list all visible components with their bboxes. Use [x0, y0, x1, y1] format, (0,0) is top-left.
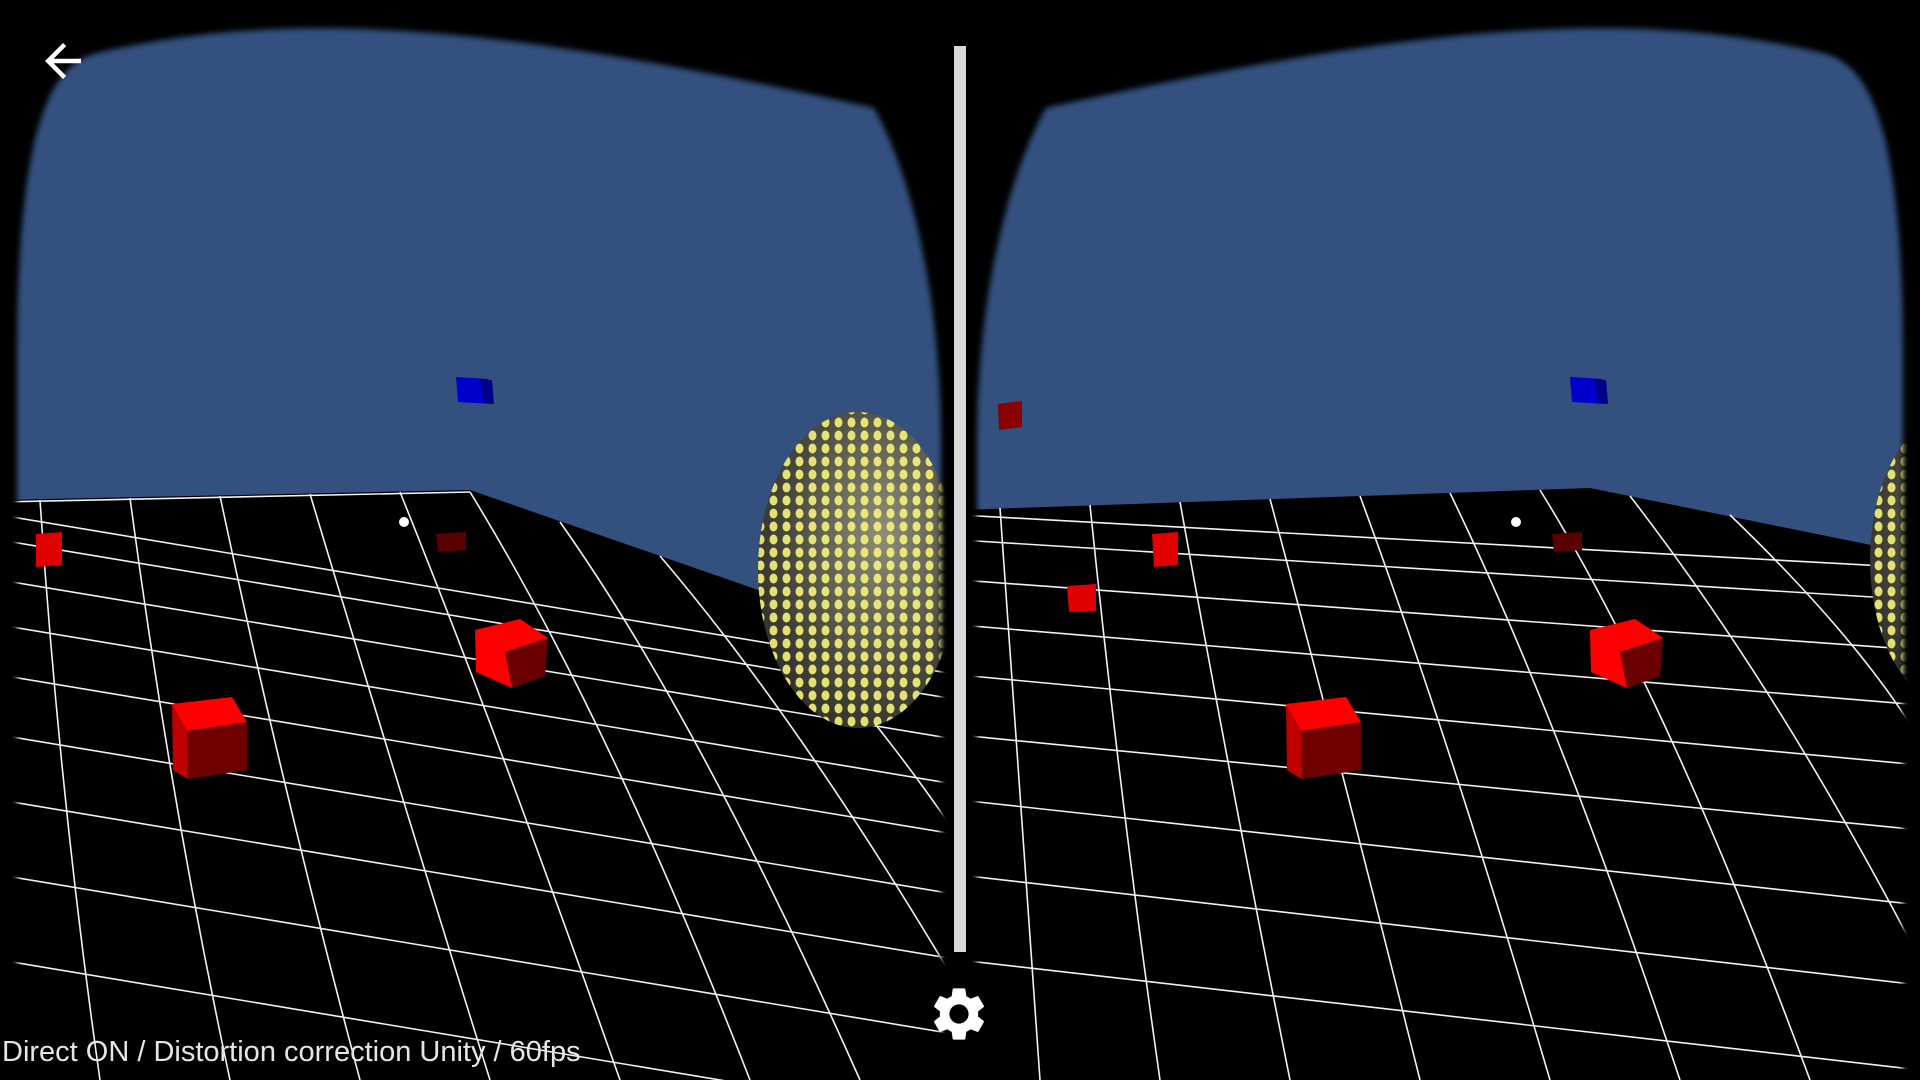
red-cube[interactable] — [1067, 584, 1096, 612]
red-cube[interactable] — [36, 532, 62, 567]
right-lens-edge — [959, 10, 1920, 1080]
blue-target-cube[interactable] — [456, 377, 494, 404]
red-cube[interactable] — [436, 532, 466, 552]
red-cube[interactable] — [475, 619, 548, 688]
floor — [8, 490, 950, 1080]
floor-grid — [8, 491, 950, 1080]
gaze-reticle — [1511, 517, 1521, 527]
eye-divider-handle[interactable] — [954, 46, 966, 952]
floor — [968, 488, 1912, 1080]
red-cube[interactable] — [1286, 697, 1361, 779]
back-button[interactable] — [30, 30, 96, 96]
red-cube[interactable] — [1552, 532, 1582, 552]
status-text: Direct ON / Distortion correction Unity … — [2, 1036, 581, 1068]
blue-target-cube[interactable] — [1570, 377, 1608, 404]
red-cube[interactable] — [172, 697, 247, 779]
red-cube[interactable] — [1152, 532, 1178, 567]
left-eye-view — [8, 19, 958, 1080]
right-eye-view — [968, 19, 1912, 1080]
arrow-back-icon — [36, 34, 90, 93]
gaze-reticle — [399, 517, 409, 527]
floor-grid — [968, 489, 1912, 1080]
settings-button[interactable] — [926, 983, 992, 1049]
red-cube[interactable] — [1590, 619, 1663, 688]
red-cube[interactable] — [998, 401, 1022, 430]
dotted-sphere[interactable] — [758, 412, 958, 728]
gear-icon — [927, 982, 991, 1051]
left-lens-edge — [0, 10, 959, 1080]
